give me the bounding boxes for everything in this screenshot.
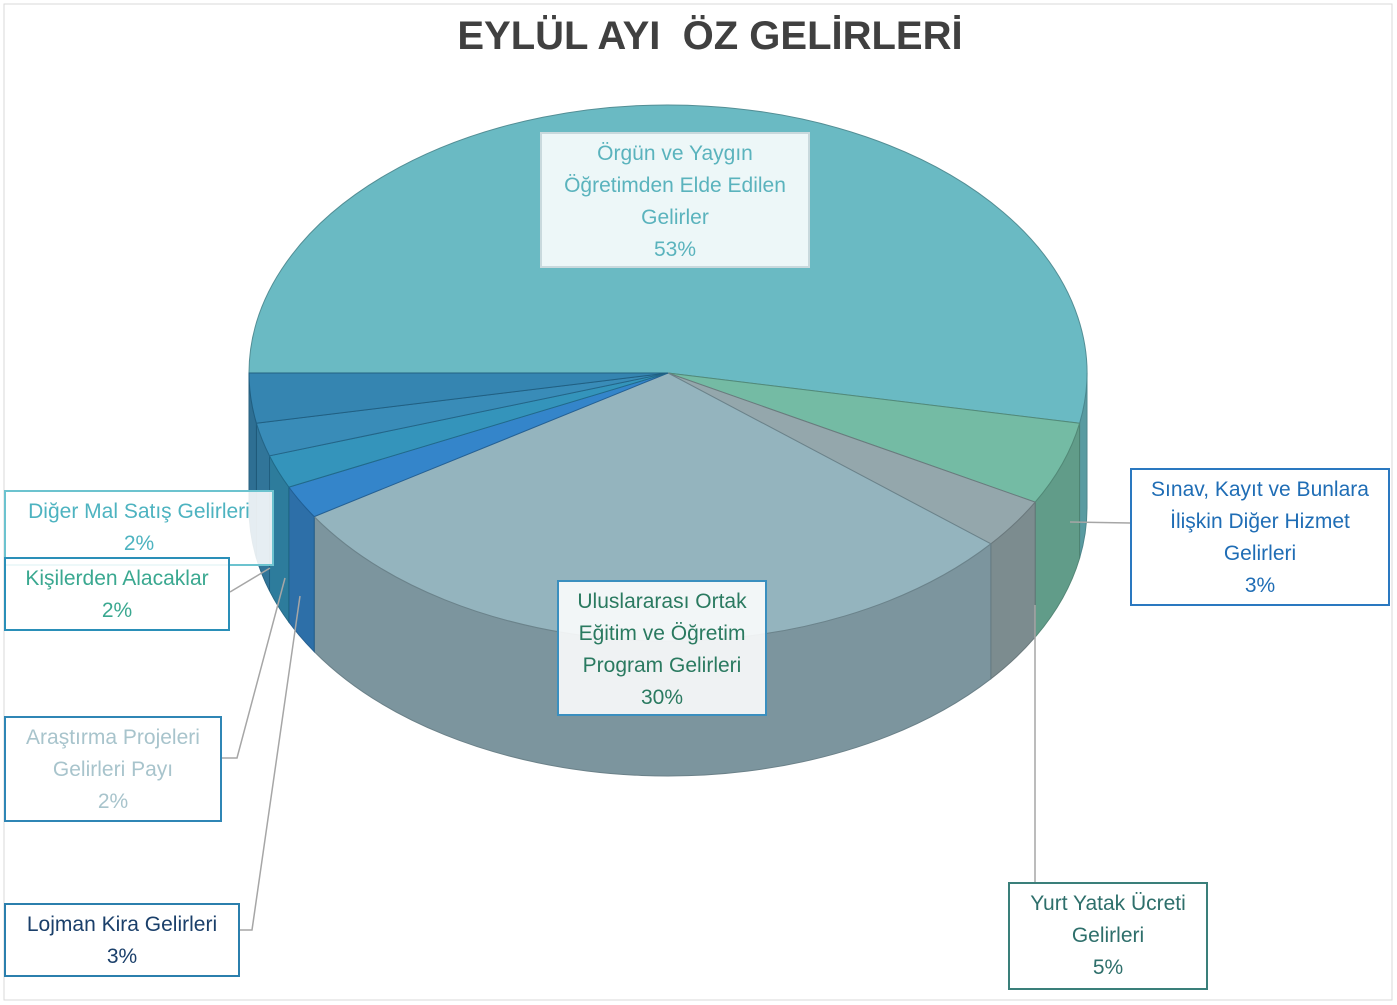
data-label: Örgün ve Yaygın Öğretimden Elde Edilen G… — [540, 132, 810, 268]
category-label: Yurt Yatak Ücreti Gelirleri — [1030, 892, 1186, 947]
leader-line — [1069, 521, 1131, 524]
category-label: Örgün ve Yaygın Öğretimden Elde Edilen G… — [564, 142, 786, 229]
value-label: 3% — [106, 945, 138, 968]
data-label: Araştırma Projeleri Gelirleri Payı 2% — [4, 716, 222, 822]
leader-line — [222, 577, 286, 759]
value-label: 53% — [653, 238, 697, 261]
data-label: Uluslararası Ortak Eğitim ve Öğretim Pro… — [557, 580, 767, 716]
value-label: 2% — [97, 790, 129, 813]
category-label: Diğer Mal Satış Gelirleri — [28, 500, 250, 523]
data-label: Yurt Yatak Ücreti Gelirleri 5% — [1008, 882, 1208, 990]
value-label: 3% — [1244, 574, 1276, 597]
value-label: 5% — [1092, 956, 1124, 979]
data-label: Sınav, Kayıt ve Bunlara İlişkin Diğer Hi… — [1130, 468, 1390, 606]
category-label: Araştırma Projeleri Gelirleri Payı — [26, 726, 200, 781]
leader-line — [240, 595, 301, 931]
value-label: 2% — [123, 532, 155, 555]
data-label: Lojman Kira Gelirleri 3% — [4, 903, 240, 977]
value-label: 2% — [101, 599, 133, 622]
category-label: Kişilerden Alacaklar — [25, 567, 209, 590]
chart-title: EYLÜL AYI ÖZ GELİRLERİ — [457, 14, 963, 58]
slice — [248, 372, 669, 424]
value-label: 30% — [640, 686, 684, 709]
category-label: Lojman Kira Gelirleri — [26, 913, 218, 936]
category-label: Uluslararası Ortak Eğitim ve Öğretim Pro… — [577, 590, 747, 677]
data-label: Diğer Mal Satış Gelirleri 2% — [4, 490, 274, 566]
data-label: Kişilerden Alacaklar 2% — [4, 557, 230, 631]
leader-line — [229, 567, 271, 593]
category-label: Sınav, Kayıt ve Bunlara İlişkin Diğer Hi… — [1151, 478, 1369, 565]
